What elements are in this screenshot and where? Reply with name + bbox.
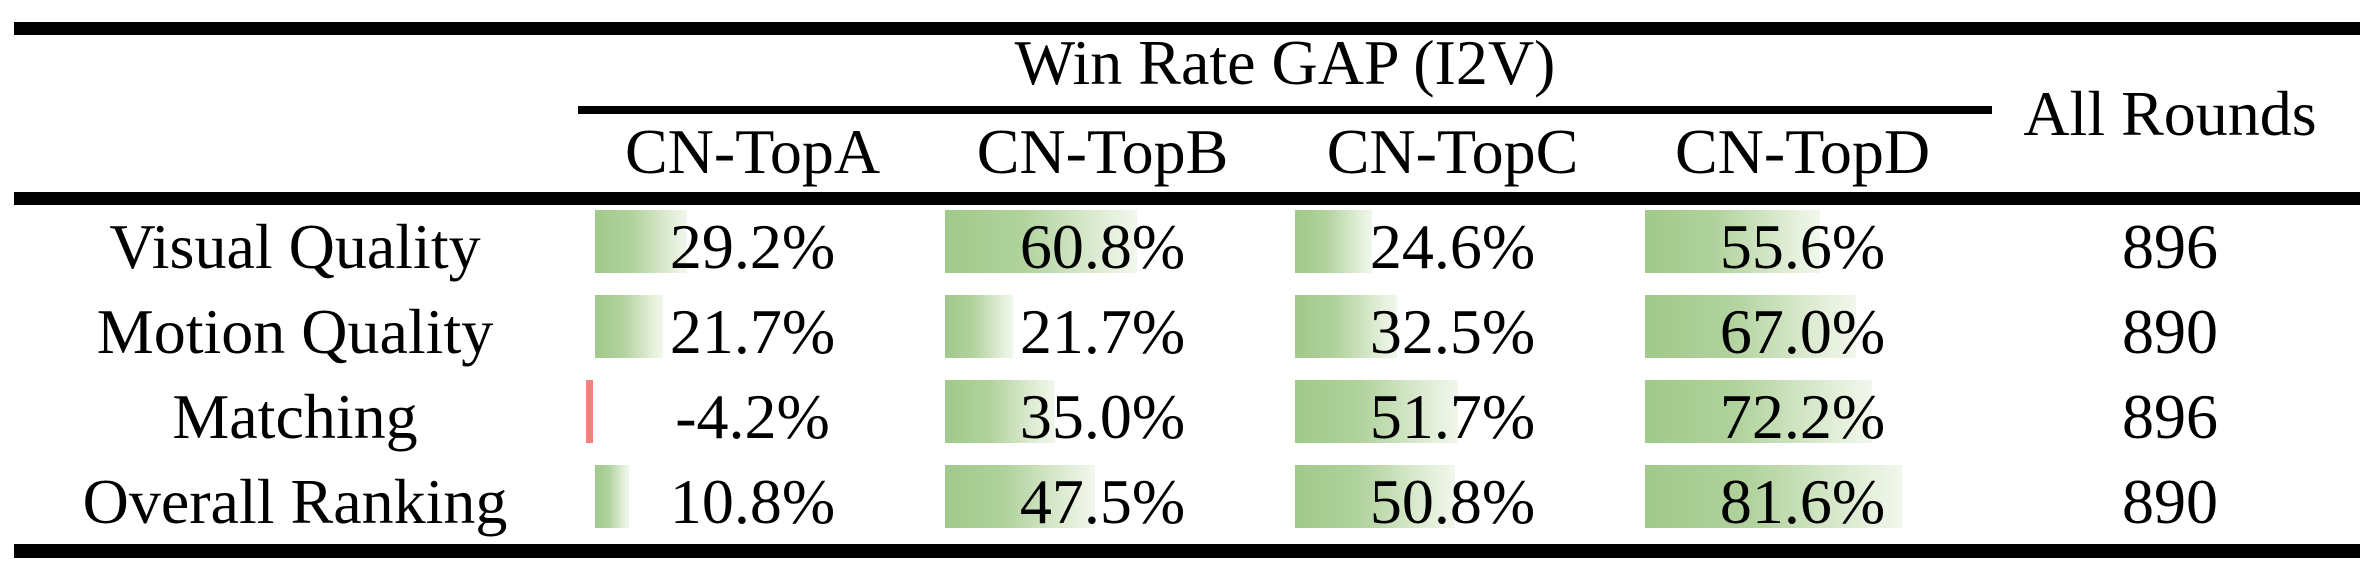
column-header: CN-TopD bbox=[1674, 116, 1931, 187]
row-label: Overall Ranking bbox=[82, 465, 508, 537]
data-bar bbox=[1295, 295, 1398, 358]
data-bar bbox=[1645, 380, 1873, 443]
percent-value: 21.7% bbox=[669, 295, 836, 367]
percent-cell: 51.7% bbox=[1295, 374, 1610, 459]
percent-cell: 72.2% bbox=[1645, 374, 1960, 459]
data-bar bbox=[1295, 380, 1458, 443]
percent-cell: 21.7% bbox=[945, 289, 1260, 374]
group-header-underline-rule bbox=[578, 106, 1992, 114]
percent-cell: 50.8% bbox=[1295, 459, 1610, 544]
percent-value: 35.0% bbox=[1019, 380, 1186, 452]
percent-value: 24.6% bbox=[1369, 210, 1536, 282]
percent-value: 21.7% bbox=[1019, 295, 1186, 367]
all-rounds-header: All Rounds bbox=[2023, 77, 2317, 149]
percent-cell: -4.2% bbox=[586, 374, 910, 459]
data-bar bbox=[945, 210, 1137, 273]
table-body: Visual Quality 29.2% 60.8% 24.6% 55.6% 8… bbox=[0, 204, 2374, 544]
percent-cell: 32.5% bbox=[1295, 289, 1610, 374]
column-headers: CN-TopA CN-TopB CN-TopC CN-TopD bbox=[595, 118, 1995, 186]
percent-value: 72.2% bbox=[1719, 380, 1886, 452]
data-bar bbox=[1645, 210, 1821, 273]
data-bar bbox=[595, 210, 687, 273]
all-rounds-value: 890 bbox=[2122, 295, 2218, 367]
percent-cell: 60.8% bbox=[945, 204, 1260, 289]
percent-cell: 47.5% bbox=[945, 459, 1260, 544]
group-header: Win Rate GAP (I2V) bbox=[1014, 27, 1556, 98]
percent-value: 55.6% bbox=[1719, 210, 1886, 282]
percent-cell: 55.6% bbox=[1645, 204, 1960, 289]
all-rounds-value: 896 bbox=[2122, 380, 2218, 452]
percent-value: 29.2% bbox=[669, 210, 836, 282]
percent-cell: 81.6% bbox=[1645, 459, 1960, 544]
percent-value: 10.8% bbox=[669, 465, 836, 537]
row-label: Motion Quality bbox=[96, 295, 494, 367]
percent-value: 50.8% bbox=[1369, 465, 1536, 537]
data-bar bbox=[595, 465, 630, 528]
percent-value: 47.5% bbox=[1019, 465, 1186, 537]
column-header: CN-TopC bbox=[1326, 116, 1579, 187]
all-rounds-value: 896 bbox=[2122, 210, 2218, 282]
data-bar bbox=[595, 295, 664, 358]
percent-value: 81.6% bbox=[1719, 465, 1886, 537]
column-header: CN-TopB bbox=[976, 116, 1229, 187]
data-bar bbox=[945, 465, 1095, 528]
data-bar bbox=[586, 380, 593, 443]
table-row: Matching -4.2% 35.0% 51.7% 72.2% 896 bbox=[0, 374, 2374, 459]
percent-value: 60.8% bbox=[1019, 210, 1186, 282]
data-bar bbox=[1295, 210, 1373, 273]
percent-cell: 24.6% bbox=[1295, 204, 1610, 289]
row-cells: -4.2% 35.0% 51.7% 72.2% bbox=[586, 374, 1995, 459]
bottom-rule bbox=[14, 544, 2360, 558]
table-row: Visual Quality 29.2% 60.8% 24.6% 55.6% 8… bbox=[0, 204, 2374, 289]
percent-cell: 29.2% bbox=[595, 204, 910, 289]
percent-value: 32.5% bbox=[1369, 295, 1536, 367]
row-label: Matching bbox=[172, 380, 418, 452]
table-row: Motion Quality 21.7% 21.7% 32.5% 67.0% 8… bbox=[0, 289, 2374, 374]
data-bar bbox=[1295, 465, 1456, 528]
header-separator-rule bbox=[14, 192, 2360, 205]
data-bar bbox=[945, 295, 1014, 358]
percent-value: -4.2% bbox=[675, 380, 830, 452]
percent-cell: 67.0% bbox=[1645, 289, 1960, 374]
data-bar bbox=[1645, 295, 1857, 358]
top-rule bbox=[14, 22, 2360, 35]
row-cells: 10.8% 47.5% 50.8% 81.6% bbox=[595, 459, 1995, 544]
row-label: Visual Quality bbox=[109, 210, 481, 282]
row-cells: 29.2% 60.8% 24.6% 55.6% bbox=[595, 204, 1995, 289]
percent-cell: 21.7% bbox=[595, 289, 910, 374]
percent-value: 67.0% bbox=[1719, 295, 1886, 367]
percent-cell: 35.0% bbox=[945, 374, 1260, 459]
percent-value: 51.7% bbox=[1369, 380, 1536, 452]
data-bar bbox=[945, 380, 1056, 443]
data-bar bbox=[1645, 465, 1903, 528]
table-row: Overall Ranking 10.8% 47.5% 50.8% 81.6% … bbox=[0, 459, 2374, 544]
percent-cell: 10.8% bbox=[595, 459, 910, 544]
row-cells: 21.7% 21.7% 32.5% 67.0% bbox=[595, 289, 1995, 374]
all-rounds-value: 890 bbox=[2122, 465, 2218, 537]
column-header: CN-TopA bbox=[624, 116, 881, 187]
